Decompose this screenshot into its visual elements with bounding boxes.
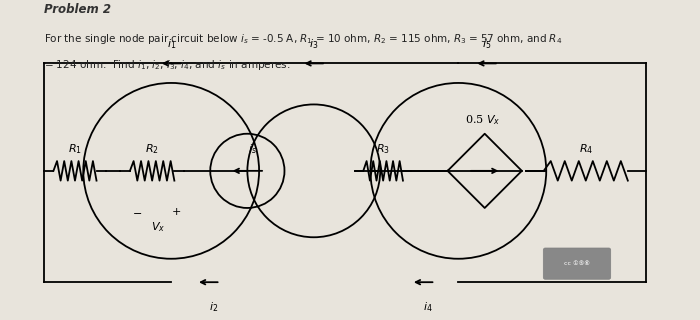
Text: $i_1$: $i_1$ bbox=[167, 37, 176, 51]
Text: $R_2$: $R_2$ bbox=[145, 142, 159, 156]
Text: $R_3$: $R_3$ bbox=[376, 142, 390, 156]
FancyBboxPatch shape bbox=[543, 248, 610, 279]
Text: $i_s$: $i_s$ bbox=[248, 142, 257, 156]
Text: $i_5$: $i_5$ bbox=[482, 37, 491, 51]
Text: cc ①⑤⑥: cc ①⑤⑥ bbox=[564, 261, 589, 266]
Text: $+$: $+$ bbox=[171, 206, 181, 217]
Text: $R_4$: $R_4$ bbox=[579, 142, 593, 156]
Text: For the single node pair circuit below $i_s$ = -0.5 A, $R_1$ = 10 ohm, $R_2$ = 1: For the single node pair circuit below $… bbox=[44, 32, 563, 46]
Text: 0.5 $V_x$: 0.5 $V_x$ bbox=[465, 113, 500, 127]
Text: $i_4$: $i_4$ bbox=[424, 300, 433, 314]
Text: $-$: $-$ bbox=[132, 207, 142, 217]
Text: $V_x$: $V_x$ bbox=[151, 220, 166, 234]
Text: = 124 ohm.  Find $i_1$, $i_2$, $i_3$, $i_4$, and $i_s$ in amperes.: = 124 ohm. Find $i_1$, $i_2$, $i_3$, $i_… bbox=[44, 58, 290, 72]
Text: $i_2$: $i_2$ bbox=[209, 300, 218, 314]
Text: $i_3$: $i_3$ bbox=[309, 37, 318, 51]
Text: Problem 2: Problem 2 bbox=[44, 3, 111, 16]
Text: $R_1$: $R_1$ bbox=[68, 142, 82, 156]
